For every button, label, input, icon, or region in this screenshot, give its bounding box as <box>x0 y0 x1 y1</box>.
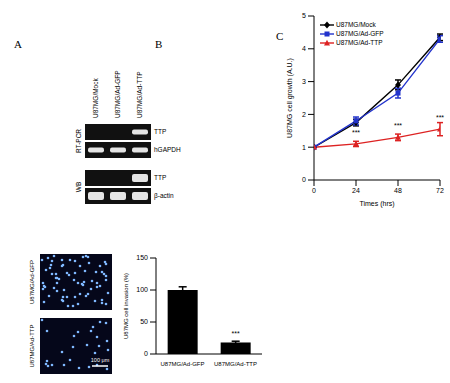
svg-text:U87MG/Ad-TTP: U87MG/Ad-TTP <box>136 71 143 118</box>
svg-text:48: 48 <box>394 187 402 194</box>
svg-text:U87MG/Ad-GFP: U87MG/Ad-GFP <box>160 361 204 367</box>
svg-text:5: 5 <box>302 12 306 19</box>
svg-text:β-actin: β-actin <box>154 192 174 200</box>
html-text:U87MG/Ad-TTP: U87MG/Ad-TTP <box>336 39 383 46</box>
svg-text:TTP: TTP <box>154 128 166 135</box>
svg-text:72: 72 <box>436 187 442 194</box>
svg-text:***: *** <box>232 330 240 337</box>
svg-text:100: 100 <box>136 286 148 293</box>
svg-text:Times (hrs): Times (hrs) <box>359 200 394 208</box>
svg-text:0: 0 <box>144 350 148 357</box>
svg-text:U87MG/Ad-GFP: U87MG/Ad-GFP <box>29 260 35 304</box>
svg-text:0: 0 <box>312 187 316 194</box>
svg-text:4: 4 <box>302 45 306 52</box>
svg-text:RT-PCR: RT-PCR <box>75 129 82 153</box>
svg-text:24: 24 <box>352 187 360 194</box>
svg-text:U87MG cell invasion (%): U87MG cell invasion (%) <box>123 273 129 339</box>
svg-text:C: C <box>276 30 283 42</box>
svg-text:B: B <box>155 38 162 50</box>
svg-text:A: A <box>14 38 22 50</box>
svg-text:2: 2 <box>302 111 306 118</box>
svg-text:1: 1 <box>302 144 306 151</box>
svg-text:***: *** <box>352 129 360 136</box>
svg-text:50: 50 <box>140 318 148 325</box>
svg-text:***: *** <box>436 114 442 121</box>
svg-text:WB: WB <box>75 182 82 192</box>
html-text:U87MG/Ad-GFP: U87MG/Ad-GFP <box>336 30 384 37</box>
svg-text:U87MG/Ad-TTP: U87MG/Ad-TTP <box>29 324 35 367</box>
svg-text:hGAPDH: hGAPDH <box>154 146 181 153</box>
svg-text:100 μm: 100 μm <box>91 357 110 363</box>
svg-text:***: *** <box>394 122 402 129</box>
svg-text:U87MG/Mock: U87MG/Mock <box>92 78 99 118</box>
svg-text:U87MG/Ad-GFP: U87MG/Ad-GFP <box>114 70 121 118</box>
html-text:U87MG/Mock: U87MG/Mock <box>336 21 376 28</box>
svg-text:150: 150 <box>136 254 148 261</box>
svg-text:U87MG cell growth (A.U.): U87MG cell growth (A.U.) <box>286 58 294 138</box>
svg-text:3: 3 <box>302 78 306 85</box>
svg-text:TTP: TTP <box>154 174 166 181</box>
svg-text:U87MG/Ad-TTP: U87MG/Ad-TTP <box>214 361 257 367</box>
svg-text:0: 0 <box>302 176 306 183</box>
